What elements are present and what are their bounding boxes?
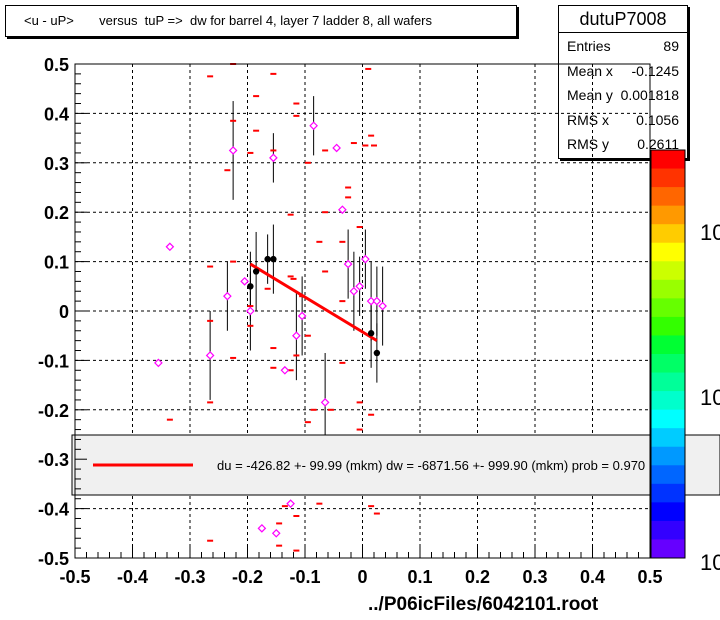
stats-value: -0.1245 <box>631 63 679 79</box>
y-tick-label: 0.3 <box>44 154 69 174</box>
stats-label: Mean x <box>567 63 613 79</box>
x-tick-label: -0.3 <box>174 567 205 587</box>
data-point-magenta <box>240 277 249 286</box>
palette-swatch <box>651 409 685 429</box>
data-point-black <box>367 330 375 337</box>
plot-title: <u - uP> versus tuP => dw for barrel 4, … <box>5 5 517 37</box>
data-point-magenta <box>372 296 382 306</box>
data-point-black <box>270 255 277 263</box>
data-point-magenta <box>349 286 359 296</box>
palette-swatch <box>651 279 685 299</box>
stats-title: dutuP7008 <box>559 6 687 33</box>
palette-label: 10 <box>700 385 720 410</box>
stats-row-mean-x: Mean x -0.1245 <box>567 59 679 83</box>
y-tick-label: 0.2 <box>44 203 69 223</box>
data-point-magenta <box>343 259 353 269</box>
palette-swatch <box>651 298 685 318</box>
x-tick-label: 0.5 <box>637 567 662 587</box>
x-tick-label: 0.4 <box>580 567 605 587</box>
palette-swatch <box>651 428 685 448</box>
stats-row-rms-x: RMS x 0.1056 <box>567 108 679 132</box>
data-point-magenta <box>297 311 307 321</box>
palette-swatch <box>651 391 685 411</box>
stats-label: RMS x <box>567 112 609 128</box>
data-point-magenta <box>271 528 281 538</box>
data-point-magenta <box>154 358 163 368</box>
data-point-magenta <box>228 146 238 155</box>
fit-line <box>249 262 378 342</box>
y-tick-label: -0.1 <box>38 351 69 371</box>
palette-swatch <box>651 354 685 374</box>
palette-swatch <box>651 335 685 355</box>
palette-swatch <box>651 483 685 503</box>
stats-value: 0.2611 <box>637 136 679 152</box>
data-point-magenta <box>269 153 278 163</box>
data-point-black <box>252 268 260 275</box>
legend-fit-text: du = -426.82 +- 99.99 (mkm) dw = -6871.5… <box>217 458 645 473</box>
x-tick-label: -0.5 <box>59 567 90 587</box>
palette-frame <box>650 149 686 559</box>
data-point-magenta <box>292 331 301 341</box>
data-point-magenta <box>223 291 232 301</box>
data-point-magenta <box>280 365 290 375</box>
stats-label: Mean y <box>567 87 613 103</box>
palette-swatch <box>651 465 685 485</box>
data-point-black <box>247 283 254 290</box>
data-point-magenta <box>165 242 175 252</box>
data-point-magenta <box>246 306 255 316</box>
data-point-magenta <box>257 524 267 533</box>
palette-swatch <box>651 224 685 244</box>
y-tick-label: 0 <box>59 302 69 322</box>
data-point-magenta <box>205 351 215 360</box>
x-tick-label: 0.3 <box>522 567 547 587</box>
palette-swatch <box>651 205 685 225</box>
palette-swatch <box>651 261 685 281</box>
stats-label: Entries <box>567 38 611 54</box>
stats-row-rms-y: RMS y 0.2611 <box>567 132 679 156</box>
footer-filename: ../P06icFiles/6042101.root <box>368 594 599 615</box>
data-point-black <box>373 349 381 357</box>
palette-label: 10 <box>700 220 720 245</box>
stats-value: 89 <box>663 38 679 54</box>
data-point-magenta <box>338 205 347 215</box>
stats-label: RMS y <box>567 136 609 152</box>
y-tick-label: -0.5 <box>38 549 69 569</box>
data-point-magenta <box>361 254 370 264</box>
data-point-magenta <box>355 281 364 291</box>
y-tick-label: -0.3 <box>38 450 69 470</box>
x-tick-label: -0.2 <box>232 567 263 587</box>
palette-swatch <box>651 316 685 336</box>
palette-swatch <box>651 187 685 207</box>
x-tick-label: -0.4 <box>117 567 148 587</box>
data-point-magenta <box>309 121 318 131</box>
stats-row-entries: Entries 89 <box>567 34 679 58</box>
data-point-magenta <box>332 143 341 153</box>
x-tick-label: -0.1 <box>289 567 320 587</box>
palette-swatch <box>651 446 685 466</box>
data-point-magenta <box>378 301 387 311</box>
y-tick-label: -0.4 <box>38 500 69 520</box>
x-tick-label: 0.1 <box>407 567 432 587</box>
palette-label: 10 <box>700 550 720 575</box>
data-point-magenta <box>366 296 376 306</box>
y-tick-label: -0.2 <box>38 401 69 421</box>
palette-swatch <box>651 502 685 522</box>
y-tick-label: 0.5 <box>44 55 69 75</box>
palette-swatch <box>651 168 685 188</box>
data-point-magenta <box>320 398 330 407</box>
stats-box: dutuP7008 Entries 89 Mean x -0.1245 Mean… <box>558 5 688 159</box>
y-tick-label: 0.1 <box>44 253 69 273</box>
palette-swatch <box>651 539 685 559</box>
x-tick-label: 0.2 <box>465 567 490 587</box>
y-tick-label: 0.4 <box>44 104 69 124</box>
palette-swatch <box>651 242 685 262</box>
data-point-magenta <box>286 499 295 509</box>
data-point-black <box>264 255 271 263</box>
stats-value: 0.1056 <box>636 112 679 128</box>
palette-swatch <box>651 520 685 540</box>
palette-swatch <box>651 372 685 392</box>
x-tick-label: 0 <box>357 567 367 587</box>
palette-swatch <box>651 150 685 170</box>
